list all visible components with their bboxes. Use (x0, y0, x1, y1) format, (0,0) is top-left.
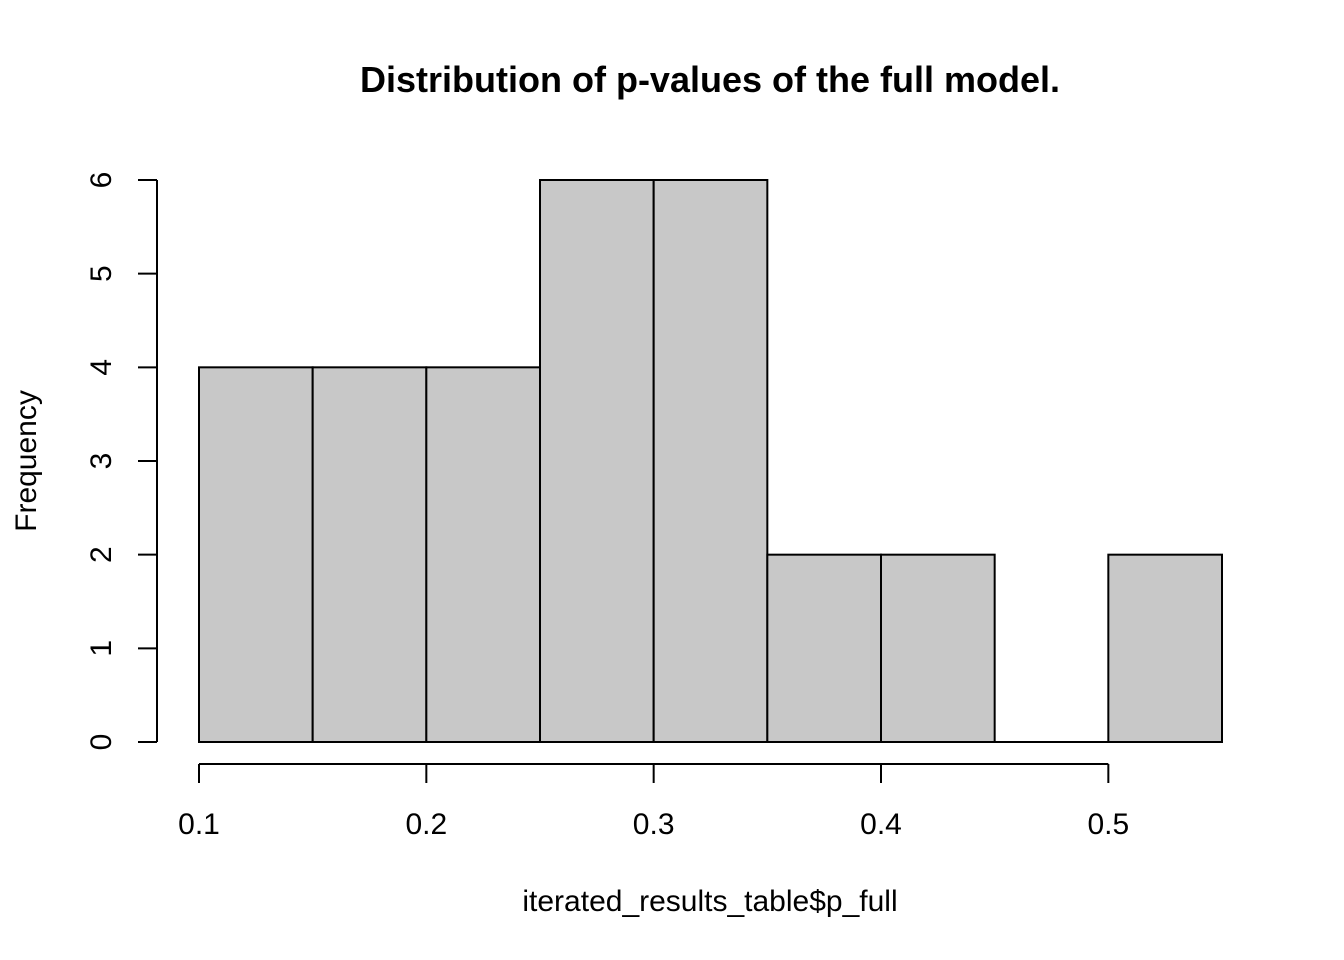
histogram-bar (539, 179, 655, 743)
x-tick-label: 0.5 (1087, 808, 1129, 841)
y-tick-label: 4 (85, 359, 118, 376)
y-tick-label: 5 (85, 265, 118, 282)
x-tick-label: 0.2 (405, 808, 447, 841)
y-tick-label: 2 (85, 546, 118, 563)
histogram-bar (880, 553, 996, 744)
y-tick-label: 3 (85, 453, 118, 470)
bars-group (198, 179, 1224, 744)
histogram-bar (198, 366, 314, 743)
histogram-bar (1107, 553, 1224, 744)
x-tick-label: 0.3 (633, 808, 675, 841)
y-axis: 0 1 2 3 4 5 6 (85, 172, 158, 751)
histogram-bar (425, 366, 542, 743)
histogram-bar (766, 553, 882, 744)
y-tick-label: 6 (85, 172, 118, 189)
y-axis-label: Frequency (10, 390, 43, 532)
chart-title: Distribution of p-values of the full mod… (360, 59, 1060, 100)
x-tick-label: 0.1 (178, 808, 220, 841)
histogram-bar (652, 179, 769, 743)
x-axis-label: iterated_results_table$p_full (522, 885, 897, 918)
histogram-bar (311, 366, 428, 743)
x-axis: 0.1 0.2 0.3 0.4 0.5 (178, 763, 1129, 841)
x-tick-label: 0.4 (860, 808, 902, 841)
y-tick-label: 0 (85, 734, 118, 751)
y-tick-label: 1 (85, 640, 118, 657)
